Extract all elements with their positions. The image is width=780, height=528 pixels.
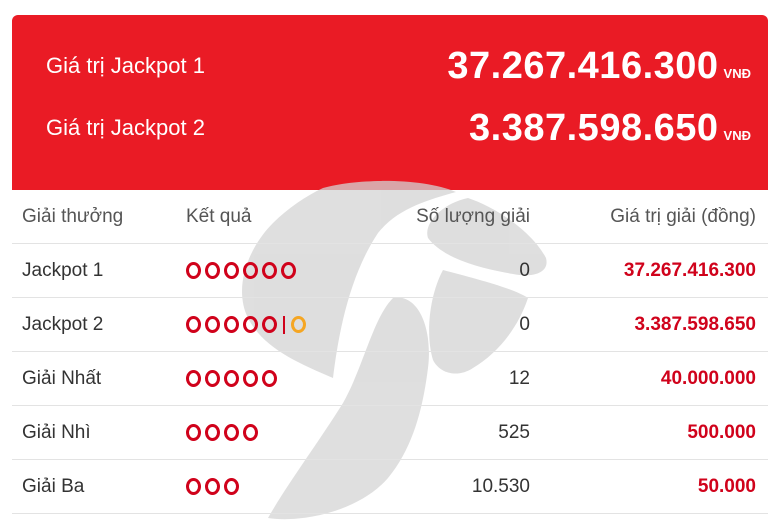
red-ball-icon <box>186 424 201 441</box>
red-ball-icon <box>205 316 220 333</box>
red-ball-icon <box>186 370 201 387</box>
jackpot-2-row: Giá trị Jackpot 2 3.387.598.650 VNĐ <box>46 97 751 159</box>
table-row: Giải Ba 10.530 50.000 <box>12 460 768 514</box>
header-value: Giá trị giải (đồng) <box>610 206 756 227</box>
prize-count: 12 <box>508 368 530 389</box>
prize-value: 50.000 <box>697 476 756 497</box>
result-balls <box>186 460 239 513</box>
jackpot-2-label: Giá trị Jackpot 2 <box>46 115 205 140</box>
table-row: Giải Nhì 525 500.000 <box>12 406 768 460</box>
jackpot-1-amount: 37.267.416.300 <box>447 44 719 87</box>
red-ball-icon <box>224 316 239 333</box>
red-ball-icon <box>186 478 201 495</box>
gold-ball-icon <box>291 316 306 333</box>
result-balls <box>186 352 277 405</box>
prize-count: 525 <box>498 422 530 443</box>
jackpot-1-value: 37.267.416.300 VNĐ <box>447 45 751 88</box>
prize-name: Giải Nhì <box>22 422 91 443</box>
red-ball-icon <box>205 424 220 441</box>
red-ball-icon <box>262 316 277 333</box>
red-ball-icon <box>224 424 239 441</box>
jackpot-banner: Giá trị Jackpot 1 37.267.416.300 VNĐ Giá… <box>12 15 768 190</box>
prize-count: 10.530 <box>471 476 530 497</box>
table-row: Jackpot 2 0 3.387.598.650 <box>12 298 768 352</box>
red-ball-icon <box>224 370 239 387</box>
prize-name: Giải Nhất <box>22 368 102 389</box>
red-ball-icon <box>205 262 220 279</box>
header-count: Số lượng giải <box>416 206 530 227</box>
red-ball-icon <box>243 370 258 387</box>
red-ball-icon <box>205 370 220 387</box>
prize-count: 0 <box>519 260 530 281</box>
red-ball-icon <box>205 478 220 495</box>
red-ball-icon <box>281 262 296 279</box>
red-ball-icon <box>186 316 201 333</box>
red-ball-icon <box>224 262 239 279</box>
prize-value: 3.387.598.650 <box>634 314 756 335</box>
result-balls <box>186 298 306 351</box>
prize-value: 500.000 <box>687 422 756 443</box>
red-ball-icon <box>243 316 258 333</box>
result-balls <box>186 406 258 459</box>
header-result: Kết quả <box>186 206 252 227</box>
red-ball-icon <box>262 370 277 387</box>
red-ball-icon <box>262 262 277 279</box>
result-balls <box>186 244 296 297</box>
red-ball-icon <box>243 262 258 279</box>
table-header-row: Giải thưởng Kết quả Số lượng giải Giá tr… <box>12 190 768 244</box>
red-ball-icon <box>186 262 201 279</box>
results-table: Giải thưởng Kết quả Số lượng giải Giá tr… <box>12 190 768 514</box>
jackpot-2-value: 3.387.598.650 VNĐ <box>469 107 751 150</box>
prize-value: 40.000.000 <box>660 368 756 389</box>
red-ball-icon <box>224 478 239 495</box>
red-ball-icon <box>243 424 258 441</box>
prize-name: Jackpot 1 <box>22 260 104 281</box>
jackpot-1-label: Giá trị Jackpot 1 <box>46 53 205 78</box>
ball-separator <box>283 315 285 334</box>
prize-count: 0 <box>519 314 530 335</box>
table-row: Jackpot 1 0 37.267.416.300 <box>12 244 768 298</box>
table-row: Giải Nhất 12 40.000.000 <box>12 352 768 406</box>
prize-name: Giải Ba <box>22 476 85 497</box>
jackpot-2-unit: VNĐ <box>723 127 751 143</box>
prize-name: Jackpot 2 <box>22 314 104 335</box>
header-prize: Giải thưởng <box>22 206 124 227</box>
prize-value: 37.267.416.300 <box>623 260 756 281</box>
jackpot-1-unit: VNĐ <box>723 65 751 81</box>
jackpot-2-amount: 3.387.598.650 <box>469 106 719 149</box>
jackpot-1-row: Giá trị Jackpot 1 37.267.416.300 VNĐ <box>46 35 751 97</box>
